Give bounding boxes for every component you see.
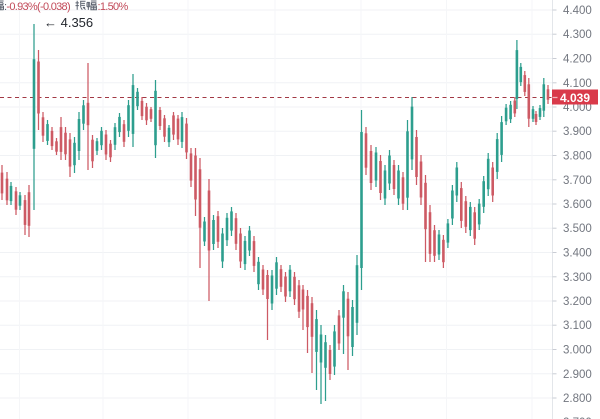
svg-text:3.800: 3.800 [563, 151, 592, 163]
svg-text:4.400: 4.400 [563, 5, 592, 17]
svg-text:3.700: 3.700 [563, 175, 592, 187]
svg-text:3.400: 3.400 [563, 248, 592, 260]
svg-text:4.000: 4.000 [563, 102, 592, 114]
svg-text:3.300: 3.300 [563, 272, 592, 284]
svg-text:3.500: 3.500 [563, 223, 592, 235]
svg-text::-0.93%(-0.038): :-0.93%(-0.038) [4, 1, 70, 13]
svg-text:2.800: 2.800 [563, 393, 592, 405]
svg-text:← 4.356: ← 4.356 [44, 15, 93, 30]
svg-text:3.600: 3.600 [563, 199, 592, 211]
svg-text:4.200: 4.200 [563, 54, 592, 66]
svg-text:4.100: 4.100 [563, 78, 592, 90]
svg-text:3.100: 3.100 [563, 320, 592, 332]
svg-text:4.300: 4.300 [563, 29, 592, 41]
svg-text:4.039: 4.039 [560, 91, 590, 105]
svg-text:3.900: 3.900 [563, 126, 592, 138]
svg-text:3.000: 3.000 [563, 345, 592, 357]
svg-text:2.700: 2.700 [563, 417, 592, 419]
svg-text:3.200: 3.200 [563, 296, 592, 308]
svg-text::1.50%: :1.50% [98, 1, 129, 13]
svg-text:2.900: 2.900 [563, 369, 592, 381]
